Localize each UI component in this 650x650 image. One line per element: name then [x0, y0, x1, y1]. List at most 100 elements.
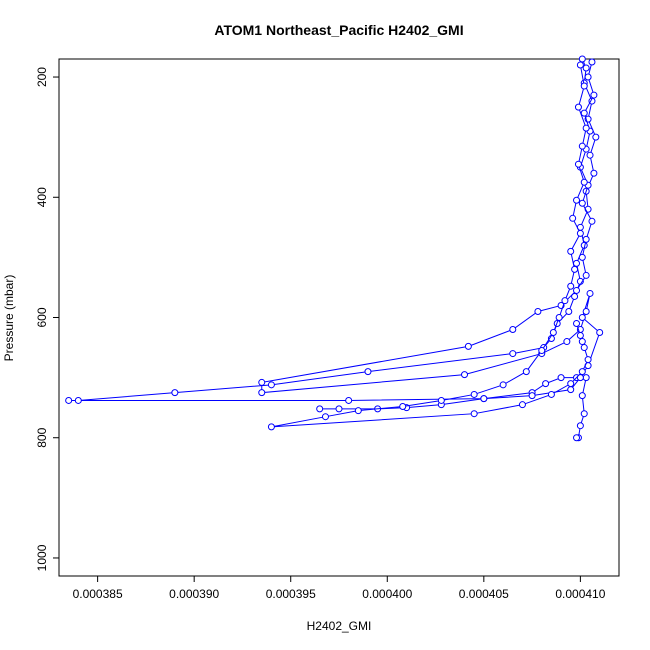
data-point [582, 307, 590, 315]
data-point [464, 342, 472, 350]
data-point [267, 423, 275, 431]
data-point [578, 392, 586, 400]
data-point [534, 307, 542, 315]
data-point [580, 410, 588, 418]
x-tick-label: 0.000385 [73, 587, 123, 601]
data-point [354, 407, 362, 415]
data-point [267, 381, 275, 389]
x-tick-label: 0.000405 [459, 587, 509, 601]
data-point [573, 434, 581, 442]
data-point [258, 378, 266, 386]
data-point [582, 64, 590, 72]
data-point [573, 196, 581, 204]
data-point [399, 402, 407, 410]
data-point [171, 389, 179, 397]
series-layer [65, 55, 604, 442]
y-tick-label: 800 [35, 427, 49, 447]
data-point [576, 374, 584, 382]
data-point [509, 350, 517, 358]
data-point [65, 396, 73, 404]
data-point [316, 405, 324, 413]
data-point [582, 374, 590, 382]
data-point [574, 103, 582, 111]
data-point [590, 169, 598, 177]
data-point [592, 133, 600, 141]
data-point [518, 401, 526, 409]
data-point [547, 390, 555, 398]
data-point [480, 395, 488, 403]
data-point [578, 55, 586, 63]
data-point [528, 392, 536, 400]
data-point [582, 271, 590, 279]
data-point [364, 368, 372, 376]
data-point [571, 265, 579, 273]
data-point [74, 396, 82, 404]
x-tick-label: 0.000395 [266, 587, 316, 601]
data-point [470, 410, 478, 418]
data-point [569, 214, 577, 222]
data-point [542, 380, 550, 388]
series-3 [267, 61, 592, 431]
data-point [563, 338, 571, 346]
data-point [461, 371, 469, 379]
data-point [578, 368, 586, 376]
data-point [578, 314, 586, 321]
data-point [586, 289, 594, 297]
y-tick-label: 600 [35, 307, 49, 327]
data-point [586, 151, 594, 159]
series-2 [258, 58, 604, 413]
data-point [567, 247, 575, 255]
data-point [588, 217, 596, 225]
data-point [576, 422, 584, 430]
data-point [321, 413, 329, 421]
data-point [580, 344, 588, 352]
data-point [582, 235, 590, 243]
data-point [580, 178, 588, 186]
x-tick-label: 0.000390 [169, 587, 219, 601]
data-point [578, 142, 586, 150]
data-point [580, 82, 588, 90]
y-axis: 200 400 600 800 1000 [35, 67, 59, 571]
data-point [335, 405, 343, 413]
data-point [557, 374, 565, 382]
y-axis-label: Pressure (mbar) [2, 275, 16, 362]
y-tick-label: 1000 [35, 544, 49, 571]
data-point [509, 326, 517, 334]
data-point [561, 297, 569, 305]
data-point [573, 320, 581, 328]
data-point [258, 389, 266, 397]
data-point [522, 368, 530, 376]
x-tick-label: 0.000410 [555, 587, 605, 601]
data-point [567, 386, 575, 394]
x-tick-label: 0.000400 [362, 587, 412, 601]
data-point [574, 160, 582, 168]
data-point [567, 282, 575, 290]
data-point [576, 61, 584, 69]
x-axis-label: H2402_GMI [307, 619, 372, 633]
data-point [470, 390, 478, 398]
y-tick-label: 200 [35, 67, 49, 87]
data-point [584, 356, 592, 364]
data-point [571, 292, 579, 300]
data-point [555, 314, 563, 321]
data-point [573, 286, 581, 294]
x-axis: 0.000385 0.000390 0.000395 0.000400 0.000405… [73, 576, 606, 601]
data-point [567, 380, 575, 388]
data-point [576, 332, 584, 340]
data-point [578, 199, 586, 207]
data-point [590, 91, 598, 99]
data-point [584, 73, 592, 81]
data-point [437, 396, 445, 404]
data-point [582, 124, 590, 132]
data-point [578, 338, 586, 346]
data-point [499, 381, 507, 389]
data-point [578, 253, 586, 261]
data-point [576, 229, 584, 237]
data-point [588, 58, 596, 66]
data-point [580, 109, 588, 117]
chart-title: ATOM1 Northeast_Pacific H2402_GMI [214, 22, 463, 38]
data-point [565, 307, 573, 315]
data-point [549, 329, 557, 337]
